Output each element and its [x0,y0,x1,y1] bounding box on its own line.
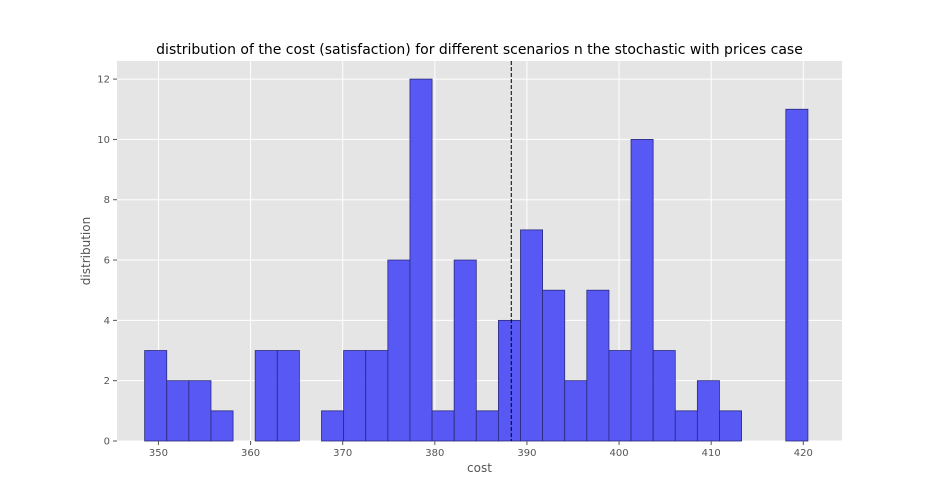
plot-area [117,61,842,441]
chart-title: distribution of the cost (satisfaction) … [156,42,803,58]
y-tick-label: 4 [104,316,110,327]
histogram-bar [276,350,300,442]
histogram-bar [144,350,168,442]
x-tick-label: 360 [241,448,260,459]
histogram-bar [719,410,742,442]
x-tick-label: 370 [333,448,352,459]
y-tick-label: 2 [104,376,110,387]
histogram-bar [542,289,566,442]
histogram-bar [785,108,809,442]
x-axis-ticks: 350 360 370 380 390 400 410 420 [149,441,813,459]
y-axis-label: distribution [79,217,93,285]
histogram-bar [696,380,720,442]
histogram-bar [409,78,433,442]
histogram-bar [586,289,610,442]
x-tick-label: 400 [610,448,629,459]
histogram-bar [387,259,411,442]
x-tick-label: 410 [702,448,721,459]
x-tick-label: 350 [149,448,168,459]
histogram-bar [254,350,278,442]
y-tick-label: 6 [104,256,110,267]
histogram-bar [674,410,698,442]
histogram-bar [497,319,521,442]
histogram-bar [166,380,190,442]
y-tick-label: 10 [97,135,110,146]
x-axis-label: cost [467,461,492,475]
grid-lines [117,61,842,442]
histogram-bar [475,410,499,442]
x-tick-label: 380 [425,448,444,459]
histogram-bars [144,78,809,442]
histogram-bar [188,380,212,442]
histogram-bar [630,139,654,442]
histogram-bar [520,229,544,442]
histogram-bar [343,350,367,442]
x-tick-label: 390 [517,448,536,459]
x-tick-label: 420 [794,448,813,459]
histogram-bar [321,410,345,442]
histogram-bar [564,380,588,442]
y-axis-ticks: 0 2 4 6 8 10 12 [97,75,117,448]
histogram-bar [431,410,455,442]
histogram-bar [453,259,477,442]
y-tick-label: 12 [97,75,110,86]
histogram-bar [365,350,389,442]
histogram-bar [210,410,234,442]
y-tick-label: 0 [104,437,110,448]
y-tick-label: 8 [104,195,110,206]
histogram-bar [608,350,632,442]
histogram-bar [652,350,676,442]
